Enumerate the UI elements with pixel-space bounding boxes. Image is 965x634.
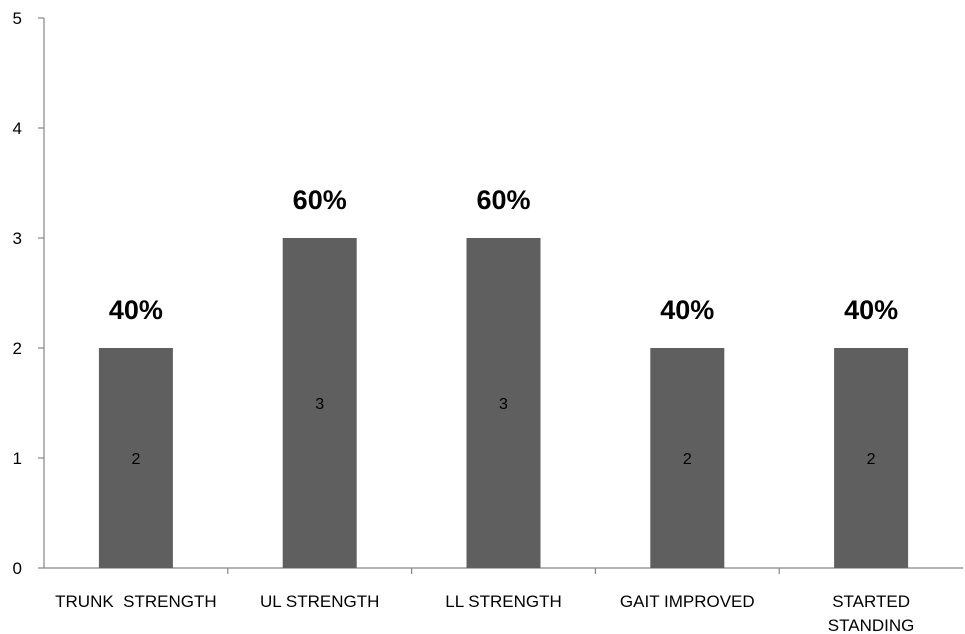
category-label: STANDING — [828, 616, 915, 634]
y-tick-label: 5 — [13, 9, 22, 28]
bar — [98, 348, 173, 568]
category-label: LL STRENGTH — [445, 592, 562, 611]
y-tick-label: 0 — [13, 559, 22, 578]
percentage-annotation: 60% — [293, 185, 347, 215]
percentage-annotation: 40% — [109, 295, 163, 325]
category-label: GAIT IMPROVED — [620, 592, 755, 611]
bar — [834, 348, 909, 568]
y-tick-label: 3 — [13, 229, 22, 248]
axes: 0 1 2 3 4 5 — [13, 9, 963, 578]
category-label: TRUNK STRENGTH — [55, 592, 217, 611]
bar — [282, 238, 357, 568]
percentage-annotation: 40% — [844, 295, 898, 325]
y-tick-label: 4 — [13, 119, 22, 138]
category-label: UL STRENGTH — [260, 592, 379, 611]
bars — [98, 238, 909, 568]
bar — [466, 238, 541, 568]
bar-value-label: 2 — [867, 451, 876, 468]
percentage-annotation: 40% — [660, 295, 714, 325]
bar-value-label: 2 — [683, 451, 692, 468]
bar-value-label: 3 — [499, 396, 508, 413]
y-tick-label: 1 — [13, 449, 22, 468]
category-label: STARTED — [832, 592, 910, 611]
bar-value-label: 2 — [131, 451, 140, 468]
labels: 2 40% TRUNK STRENGTH 3 60% UL STRENGTH 3 60% LL … — [55, 185, 914, 634]
y-tick-label: 2 — [13, 339, 22, 358]
percentage-annotation: 60% — [476, 185, 530, 215]
bar — [650, 348, 725, 568]
bar-value-label: 3 — [315, 396, 324, 413]
